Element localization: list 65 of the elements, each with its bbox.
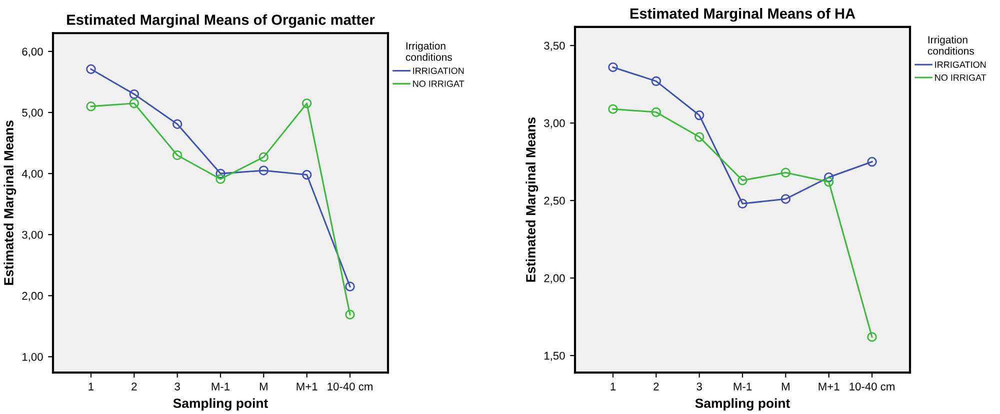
legend-label: NO IRRIGAT bbox=[935, 74, 986, 81]
point bbox=[258, 166, 269, 176]
x-tick-label: M bbox=[782, 382, 790, 390]
point bbox=[608, 62, 618, 72]
point bbox=[608, 104, 618, 114]
y-tick-label: 6,00 bbox=[22, 48, 43, 57]
y-axis-title: Estimated Marginal Means bbox=[4, 120, 16, 285]
legend-label: IRRIGATION bbox=[413, 68, 464, 74]
point bbox=[86, 102, 96, 112]
y-tick-label: 4,00 bbox=[22, 170, 43, 179]
chart-title: Estimated Marginal Means of HA bbox=[630, 8, 856, 22]
y-tick-label: 2,00 bbox=[544, 274, 565, 284]
x-tick-label: M-1 bbox=[734, 382, 752, 390]
point bbox=[824, 172, 834, 182]
point bbox=[345, 310, 355, 320]
x-tick-label: 3 bbox=[696, 382, 702, 390]
y-tick-label: 3,00 bbox=[544, 119, 565, 128]
point bbox=[302, 170, 312, 180]
point bbox=[86, 64, 96, 74]
legend-label: NO IRRIGAT bbox=[413, 80, 464, 87]
x-tick-label: 2 bbox=[654, 382, 659, 390]
x-tick-label: 2 bbox=[132, 382, 137, 390]
legend-title: Irrigation conditions bbox=[928, 36, 974, 55]
point bbox=[216, 168, 226, 178]
point bbox=[780, 194, 791, 204]
x-tick-label: 1 bbox=[610, 382, 616, 390]
x-tick-label: 10-40 cm bbox=[328, 382, 372, 390]
legend-title: Irrigation conditions bbox=[406, 42, 452, 61]
legend-label: IRRIGATION bbox=[935, 61, 986, 68]
point bbox=[129, 98, 140, 108]
y-tick-label: 3,50 bbox=[544, 42, 565, 51]
point bbox=[651, 107, 662, 118]
x-tick-label: M+1 bbox=[296, 382, 318, 390]
x-tick-label: 10-40 cm bbox=[850, 382, 894, 390]
point bbox=[172, 150, 182, 160]
point bbox=[172, 119, 182, 129]
x-tick-label: M+1 bbox=[818, 382, 840, 390]
point bbox=[780, 168, 791, 178]
point bbox=[129, 89, 140, 100]
point bbox=[867, 156, 877, 167]
point bbox=[651, 76, 662, 86]
x-tick-label: 3 bbox=[174, 382, 180, 390]
y-tick-label: 3,00 bbox=[22, 230, 43, 240]
point bbox=[345, 282, 355, 292]
point bbox=[302, 98, 312, 108]
point bbox=[867, 332, 877, 342]
point bbox=[694, 110, 704, 120]
chart-title: Estimated Marginal Means of Organic matter bbox=[67, 14, 375, 28]
x-tick-label: M-1 bbox=[212, 382, 230, 390]
x-tick-label: 1 bbox=[88, 382, 94, 390]
y-tick-label: 1,00 bbox=[22, 352, 43, 362]
x-axis-title: Sampling point bbox=[173, 398, 268, 411]
point bbox=[216, 174, 226, 184]
point bbox=[694, 132, 704, 142]
y-axis-title: Estimated Marginal Means bbox=[526, 117, 538, 282]
x-axis-title: Sampling point bbox=[695, 398, 790, 411]
point bbox=[738, 198, 748, 208]
point bbox=[738, 176, 748, 186]
y-tick-label: 2,00 bbox=[22, 292, 43, 302]
y-tick-label: 2,50 bbox=[544, 196, 565, 206]
y-tick-label: 1,50 bbox=[544, 352, 565, 361]
x-tick-label: M bbox=[260, 382, 268, 390]
point bbox=[824, 177, 834, 187]
point bbox=[258, 152, 269, 162]
y-tick-label: 5,00 bbox=[22, 108, 43, 118]
